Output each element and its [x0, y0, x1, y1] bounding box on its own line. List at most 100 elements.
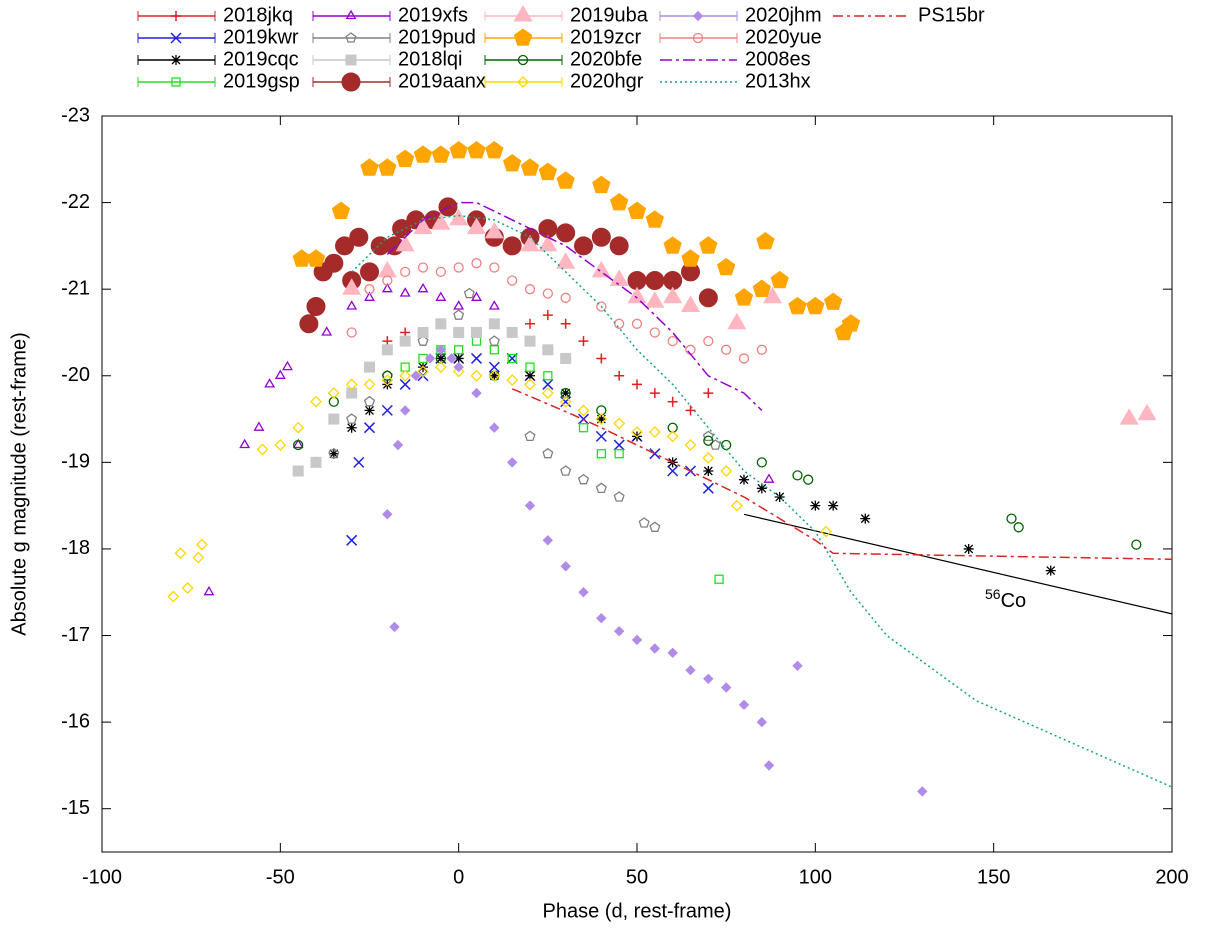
- marker: [613, 439, 625, 451]
- marker: [578, 423, 589, 433]
- y-tick-label: -20: [61, 364, 90, 386]
- annotation-text: Co: [1001, 590, 1027, 612]
- marker: [435, 318, 447, 330]
- marker: [453, 262, 464, 273]
- marker: [763, 286, 783, 304]
- marker: [720, 465, 733, 477]
- marker: [364, 361, 375, 373]
- legend-label: 2018jkq: [223, 4, 293, 26]
- marker: [470, 369, 483, 382]
- marker: [517, 76, 529, 88]
- marker: [417, 282, 429, 293]
- marker: [542, 535, 554, 546]
- legend-label: 2013hx: [745, 70, 811, 92]
- marker: [681, 249, 700, 267]
- marker: [192, 551, 205, 564]
- marker: [756, 344, 767, 355]
- marker: [727, 312, 747, 330]
- marker: [328, 413, 340, 425]
- marker: [541, 387, 554, 400]
- marker: [792, 470, 803, 481]
- marker: [449, 208, 469, 226]
- marker: [431, 145, 450, 163]
- marker: [399, 287, 411, 297]
- marker: [454, 345, 464, 355]
- marker: [739, 474, 749, 485]
- marker: [507, 275, 518, 286]
- marker: [382, 370, 393, 381]
- marker: [524, 430, 536, 442]
- marker: [342, 278, 362, 295]
- marker: [507, 353, 517, 364]
- marker: [524, 378, 536, 391]
- y-tick-label: -15: [61, 797, 90, 819]
- marker: [435, 344, 447, 356]
- legend-label: 2020yue: [745, 26, 822, 48]
- marker: [435, 353, 446, 364]
- marker: [489, 345, 499, 355]
- x-tick-label: 100: [799, 866, 832, 888]
- legend-label: 2019kwr: [223, 26, 299, 48]
- marker: [632, 379, 642, 390]
- marker: [702, 482, 714, 494]
- marker: [649, 388, 660, 399]
- marker: [171, 55, 181, 65]
- marker: [542, 288, 553, 299]
- marker: [820, 525, 832, 538]
- marker: [685, 344, 696, 355]
- marker: [770, 270, 789, 289]
- marker: [560, 292, 571, 303]
- marker: [756, 483, 767, 494]
- marker: [395, 234, 415, 252]
- marker: [721, 439, 732, 451]
- marker: [381, 344, 393, 356]
- marker: [1137, 403, 1157, 421]
- marker: [538, 234, 558, 252]
- marker: [917, 786, 928, 797]
- marker: [382, 509, 393, 520]
- marker: [663, 236, 682, 254]
- marker: [410, 370, 422, 382]
- marker: [667, 647, 678, 659]
- marker: [364, 291, 375, 301]
- marker: [470, 352, 483, 364]
- marker: [488, 369, 501, 382]
- marker: [471, 291, 482, 301]
- marker: [378, 158, 397, 176]
- marker: [592, 175, 611, 194]
- marker: [591, 227, 611, 247]
- marker: [525, 362, 535, 372]
- marker: [841, 314, 861, 332]
- marker: [466, 217, 487, 235]
- marker: [717, 257, 736, 276]
- marker: [449, 140, 468, 159]
- marker: [595, 430, 607, 442]
- marker: [346, 534, 358, 546]
- marker: [556, 252, 576, 269]
- marker: [803, 474, 814, 485]
- marker: [488, 318, 500, 330]
- marker: [649, 521, 661, 532]
- marker: [730, 499, 743, 512]
- marker: [292, 438, 304, 449]
- marker: [709, 439, 721, 450]
- marker: [663, 286, 683, 304]
- marker: [614, 318, 625, 329]
- marker: [792, 660, 803, 672]
- marker: [649, 327, 660, 338]
- marker: [174, 547, 187, 560]
- marker: [360, 158, 379, 176]
- marker: [327, 387, 340, 400]
- x-tick-label: -100: [82, 866, 122, 888]
- marker: [595, 413, 608, 426]
- marker: [638, 517, 650, 528]
- marker: [331, 201, 351, 219]
- marker: [181, 581, 194, 594]
- marker: [720, 682, 732, 693]
- marker: [788, 296, 807, 315]
- marker: [703, 388, 714, 399]
- plot-frame: [101, 115, 1173, 853]
- marker: [1131, 539, 1142, 550]
- y-tick-label: -18: [61, 537, 90, 559]
- marker: [328, 447, 340, 459]
